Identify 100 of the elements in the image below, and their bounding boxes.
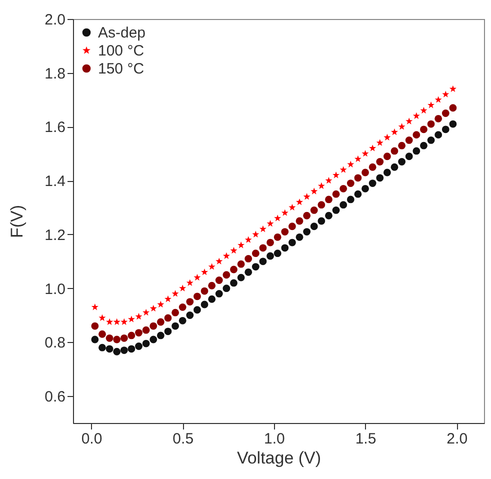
point [91, 336, 99, 344]
point [252, 250, 260, 258]
point [296, 198, 304, 206]
point [266, 220, 274, 227]
point [259, 258, 267, 266]
point [405, 136, 413, 144]
point [428, 101, 435, 108]
x-tick-label: 1.0 [264, 430, 285, 448]
point [412, 147, 420, 155]
point [164, 328, 172, 336]
point [340, 184, 348, 192]
point [303, 228, 311, 236]
point [420, 142, 428, 150]
point [296, 233, 304, 241]
point [120, 318, 128, 326]
point [98, 330, 106, 338]
point [179, 284, 186, 292]
x-tick-label: 2.0 [446, 430, 468, 448]
point [208, 282, 216, 290]
point [281, 209, 288, 216]
point [252, 230, 260, 238]
legend-label: 100 °C [98, 42, 144, 60]
point [237, 260, 245, 268]
point [427, 120, 435, 128]
point [128, 316, 135, 322]
point [215, 290, 223, 298]
point [222, 252, 230, 260]
point [142, 308, 150, 316]
point [216, 258, 223, 264]
point [120, 346, 128, 354]
point [178, 316, 186, 324]
point [135, 312, 142, 320]
point [325, 196, 332, 204]
point [113, 336, 121, 344]
point [178, 303, 186, 311]
y-tick-label: 0.8 [44, 334, 66, 352]
point [142, 340, 150, 348]
point [172, 322, 179, 330]
y-axis-title: F(V) [8, 204, 27, 238]
point [266, 238, 274, 246]
point [383, 168, 391, 176]
point [98, 344, 106, 352]
point [222, 284, 230, 292]
point [369, 144, 376, 152]
point [98, 314, 106, 321]
point [244, 236, 252, 243]
point [310, 206, 318, 214]
point [368, 180, 376, 187]
point [442, 110, 450, 117]
point [106, 345, 114, 353]
point [194, 274, 201, 281]
point [376, 158, 384, 166]
point [172, 290, 179, 297]
point [142, 326, 150, 334]
point [288, 222, 296, 230]
legend-label: 150 °C [98, 60, 144, 78]
point [106, 318, 114, 326]
x-tick-label: 0.0 [81, 430, 102, 448]
point [318, 182, 325, 189]
point [442, 126, 450, 134]
point [434, 114, 442, 122]
point [376, 174, 384, 182]
point [325, 212, 332, 220]
point [398, 142, 406, 150]
point [186, 298, 194, 306]
point [362, 168, 369, 176]
point [252, 263, 260, 270]
point [347, 160, 354, 168]
point [186, 279, 194, 286]
point [434, 131, 442, 139]
point [296, 217, 304, 225]
point [194, 306, 201, 314]
point [274, 250, 282, 258]
point [383, 152, 391, 160]
point [340, 201, 348, 209]
point [150, 322, 158, 330]
point [318, 201, 326, 209]
point [354, 155, 362, 162]
point [186, 312, 194, 319]
point [406, 118, 413, 124]
point [434, 96, 442, 103]
point [274, 233, 282, 241]
point [303, 212, 311, 220]
point [266, 252, 274, 260]
point [362, 150, 369, 157]
x-tick-label: 0.5 [172, 430, 194, 448]
point [215, 276, 223, 284]
point [274, 214, 282, 222]
point [390, 128, 398, 136]
point [390, 147, 398, 155]
point [156, 332, 164, 340]
point [150, 304, 157, 312]
point [200, 300, 208, 308]
point [368, 163, 376, 171]
point [230, 246, 238, 254]
point [120, 334, 128, 342]
point [172, 308, 179, 316]
point [157, 300, 164, 308]
point [135, 329, 142, 336]
point [340, 166, 347, 173]
